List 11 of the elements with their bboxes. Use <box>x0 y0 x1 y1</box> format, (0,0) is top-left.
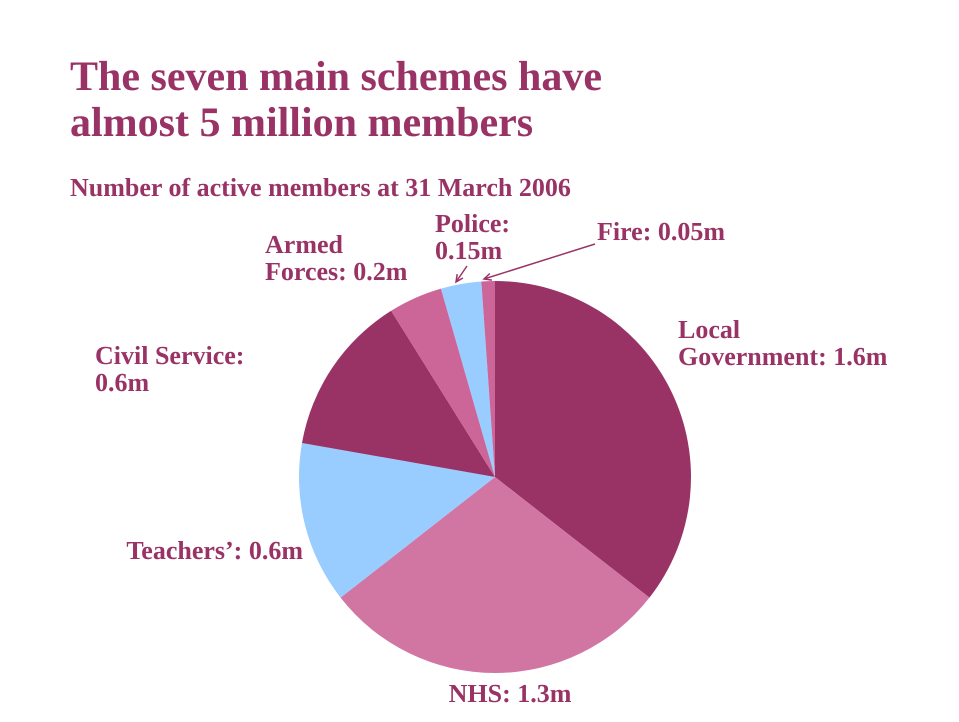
pie-slice <box>340 477 650 673</box>
slice-label: NHS: 1.3m <box>448 679 572 708</box>
chart-title: The seven main schemes have almost 5 million members <box>70 54 602 146</box>
slice-label: Civil Service: 0.6m <box>95 341 244 397</box>
slice-label: Fire: 0.05m <box>597 217 726 246</box>
pie-slice <box>440 281 495 477</box>
chart-subtitle: Number of active members at 31 March 2006 <box>70 173 571 202</box>
slice-label: Police: 0.15m <box>435 209 510 265</box>
slice-label: Armed Forces: 0.2m <box>265 230 408 286</box>
slice-label: Local Government: 1.6m <box>678 315 888 371</box>
slice-label: Teachers’: 0.6m <box>126 536 304 565</box>
